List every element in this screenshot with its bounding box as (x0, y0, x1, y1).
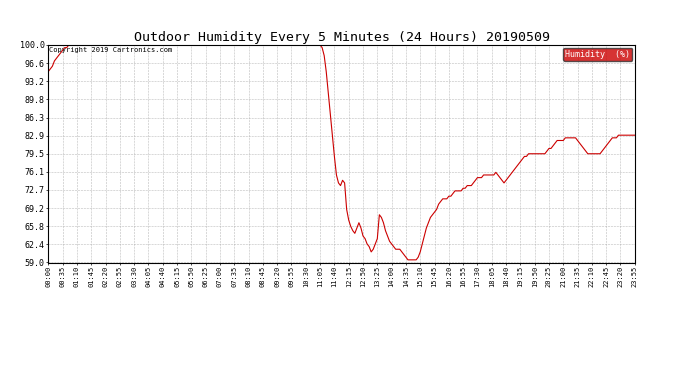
Text: Copyright 2019 Cartronics.com: Copyright 2019 Cartronics.com (49, 47, 172, 53)
Legend: Humidity  (%): Humidity (%) (563, 48, 632, 61)
Title: Outdoor Humidity Every 5 Minutes (24 Hours) 20190509: Outdoor Humidity Every 5 Minutes (24 Hou… (134, 31, 549, 44)
